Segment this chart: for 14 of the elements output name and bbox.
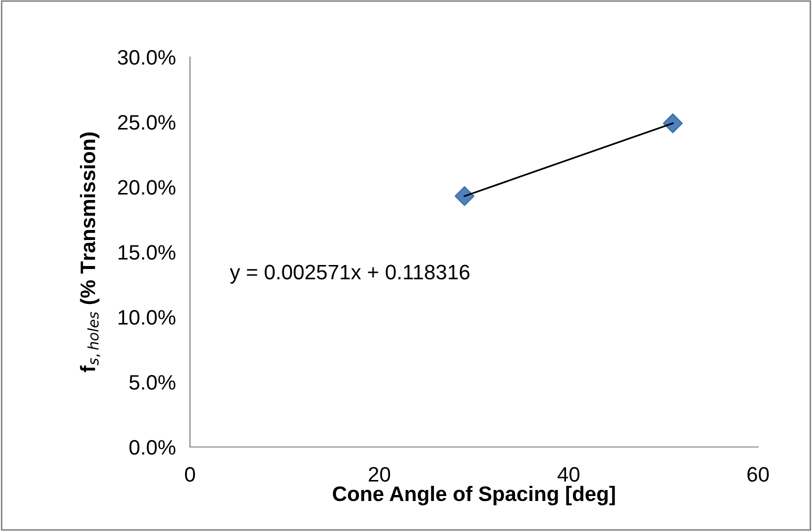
- x-axis-title: Cone Angle of Spacing [deg]: [332, 486, 615, 506]
- annotation: y = 0.002571x + 0.118316: [230, 264, 470, 284]
- y-tick-label: 0.0%: [129, 440, 176, 455]
- y-tick-label: 25.0%: [118, 115, 176, 130]
- x-tick-label: 40: [558, 466, 580, 482]
- x-tick-label: 60: [747, 466, 769, 482]
- y-tick-label: 20.0%: [118, 180, 176, 195]
- y-tick-label: 10.0%: [118, 310, 176, 325]
- y-tick-label: 15.0%: [118, 245, 176, 260]
- x-tick-label: 0: [185, 466, 195, 482]
- y-tick-label: 5.0%: [129, 375, 176, 390]
- y-tick-label: 30.0%: [118, 50, 176, 65]
- y-axis-title: f$_{s,holes}$ (% Transmission): [80, 132, 100, 372]
- x-tick-label: 20: [368, 466, 390, 482]
